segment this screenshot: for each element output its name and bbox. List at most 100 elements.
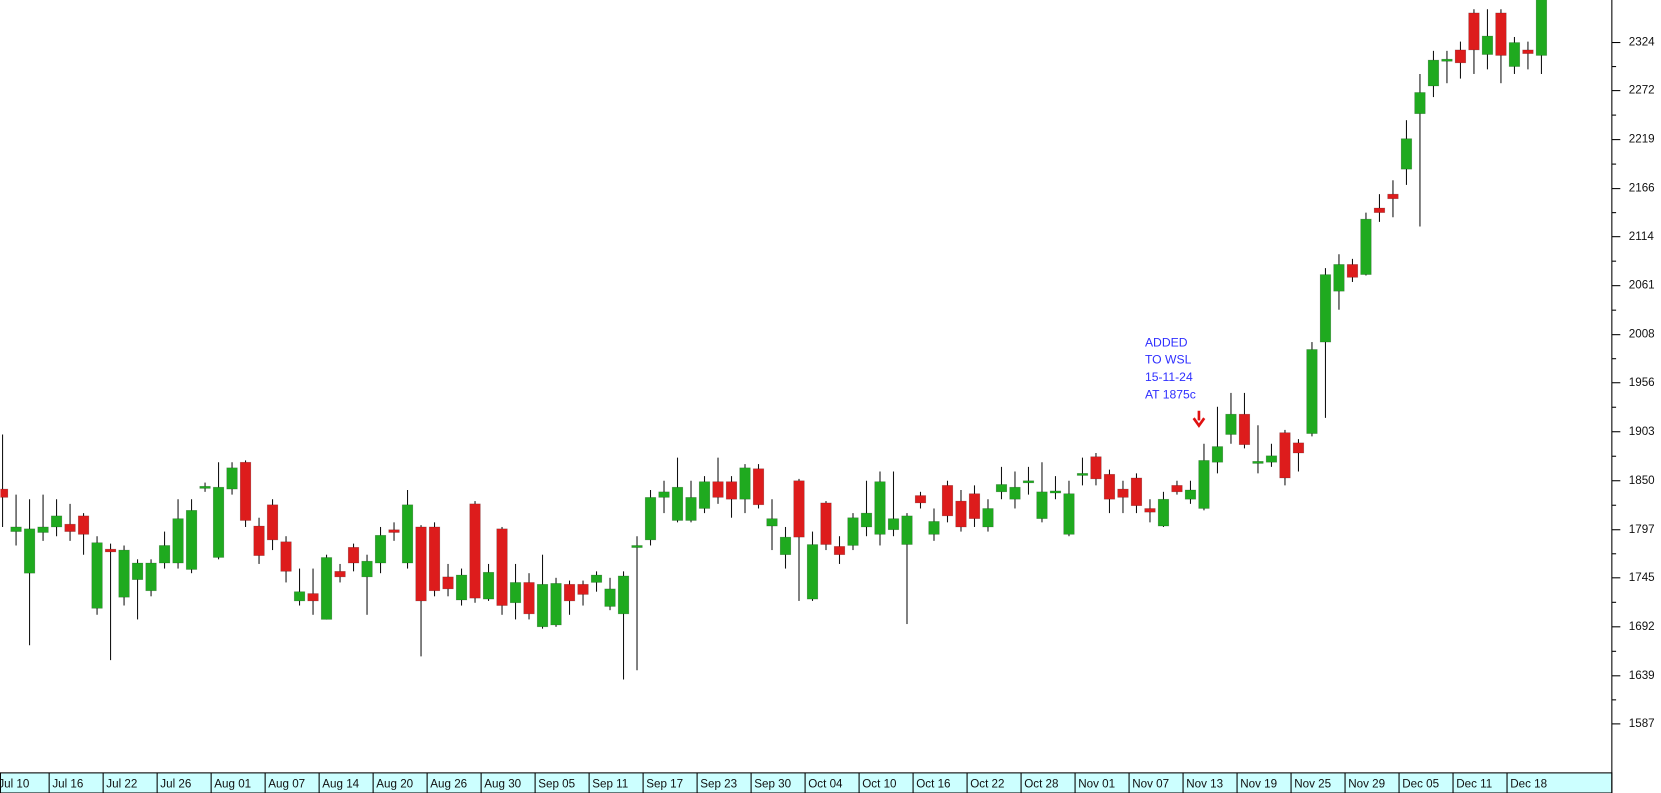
candle-body [1319, 274, 1332, 343]
candle-body [1427, 59, 1440, 87]
x-tick-label: Jul 26 [160, 778, 191, 791]
candle-body [1292, 442, 1305, 454]
candle-body [766, 518, 778, 527]
candle-body [118, 549, 130, 598]
candle-body [1414, 92, 1426, 115]
x-tick-label: Jul 10 [0, 778, 30, 791]
candle-body [388, 529, 400, 533]
candle-body [145, 562, 157, 592]
x-tick-label: Nov 19 [1240, 778, 1277, 791]
candle-body [685, 497, 697, 521]
candle-body [577, 583, 589, 595]
x-tick-label: Sep 11 [592, 778, 628, 791]
x-tick-label: Nov 25 [1294, 778, 1331, 791]
x-tick-label: Dec 18 [1510, 778, 1547, 791]
candle-body [469, 503, 481, 599]
candle-body [671, 486, 684, 521]
candle-body [833, 546, 846, 556]
candle-body [334, 571, 346, 578]
candle-body [1495, 12, 1507, 56]
candle-body [199, 485, 211, 489]
x-tick-label: Aug 07 [268, 778, 305, 791]
candle-body [1225, 413, 1237, 435]
candle-body [1049, 490, 1062, 494]
candle-body [806, 544, 819, 600]
candle-body [104, 548, 117, 553]
candle-body [10, 526, 22, 532]
y-tick-label: 2061 [1629, 279, 1655, 292]
candle-body [1198, 460, 1210, 509]
candle-body [131, 562, 144, 580]
candle-body [1171, 485, 1183, 493]
candle-body [91, 542, 103, 609]
candle-body [1387, 193, 1399, 200]
y-tick-label: 1903 [1629, 425, 1655, 438]
y-tick-label: 2219 [1629, 133, 1655, 146]
x-tick-label: Sep 30 [754, 778, 791, 791]
candle-body [442, 576, 454, 590]
candle-body [590, 574, 603, 583]
candle-body [37, 526, 49, 533]
candle-body [347, 546, 360, 564]
candle-body [293, 591, 306, 602]
x-tick-label: Oct 28 [1024, 778, 1058, 791]
candle-body [1076, 473, 1089, 476]
candle-body [739, 467, 751, 500]
x-tick-label: Aug 01 [214, 778, 251, 791]
annotation-text: TO WSL [1145, 353, 1192, 367]
candle-body [428, 526, 441, 592]
candle-body [496, 528, 508, 606]
x-tick-label: Sep 05 [538, 778, 575, 791]
y-tick-label: 1587 [1629, 717, 1655, 730]
candle-body [0, 488, 9, 498]
x-tick-label: Dec 11 [1456, 778, 1492, 791]
candle-body [50, 515, 63, 528]
x-tick-label: Aug 30 [484, 778, 521, 791]
candle-body [1103, 473, 1116, 500]
candle-body [1117, 488, 1129, 498]
candle-body [1090, 456, 1102, 480]
candle-body [1508, 42, 1521, 67]
candle-body [374, 534, 387, 564]
candle-body [1333, 264, 1345, 292]
x-tick-label: Aug 20 [376, 778, 413, 791]
candle-body [1009, 486, 1021, 500]
x-tick-label: Jul 22 [106, 778, 137, 791]
candle-body [793, 480, 805, 538]
y-tick-label: 1956 [1629, 376, 1655, 389]
candle-body [1022, 480, 1035, 484]
annotation-text: AT 1875c [1145, 388, 1196, 402]
x-tick-label: Nov 01 [1078, 778, 1115, 791]
candle-body [928, 521, 940, 535]
y-tick-label: 2114 [1629, 230, 1655, 243]
y-tick-label: 2008 [1629, 328, 1655, 341]
candle-body [482, 571, 495, 600]
x-tick-label: Dec 05 [1402, 778, 1439, 791]
candle-body [280, 541, 292, 572]
candle-body [455, 574, 468, 601]
candle-body [901, 515, 913, 545]
candle-body [1130, 477, 1143, 507]
candle-body [1279, 432, 1291, 479]
candle-body [1454, 49, 1467, 64]
candles [0, 0, 1548, 680]
candle-body [1481, 35, 1494, 55]
candle-body [415, 526, 427, 602]
candle-body [631, 545, 643, 548]
candle-body [172, 518, 184, 564]
candle-body [752, 468, 765, 506]
candle-body [1346, 264, 1359, 278]
y-tick-label: 2272 [1629, 84, 1655, 97]
x-tick-label: Nov 07 [1132, 778, 1169, 791]
candle-body [1441, 58, 1453, 62]
candle-body [1535, 0, 1548, 56]
x-tick-label: Oct 16 [916, 778, 950, 791]
candle-body [23, 528, 36, 574]
candle-body [1468, 12, 1480, 51]
candle-body [725, 481, 738, 500]
candle-body [307, 593, 319, 602]
y-tick-label: 2324 [1629, 36, 1655, 49]
y-tick-label: 1692 [1629, 620, 1655, 633]
